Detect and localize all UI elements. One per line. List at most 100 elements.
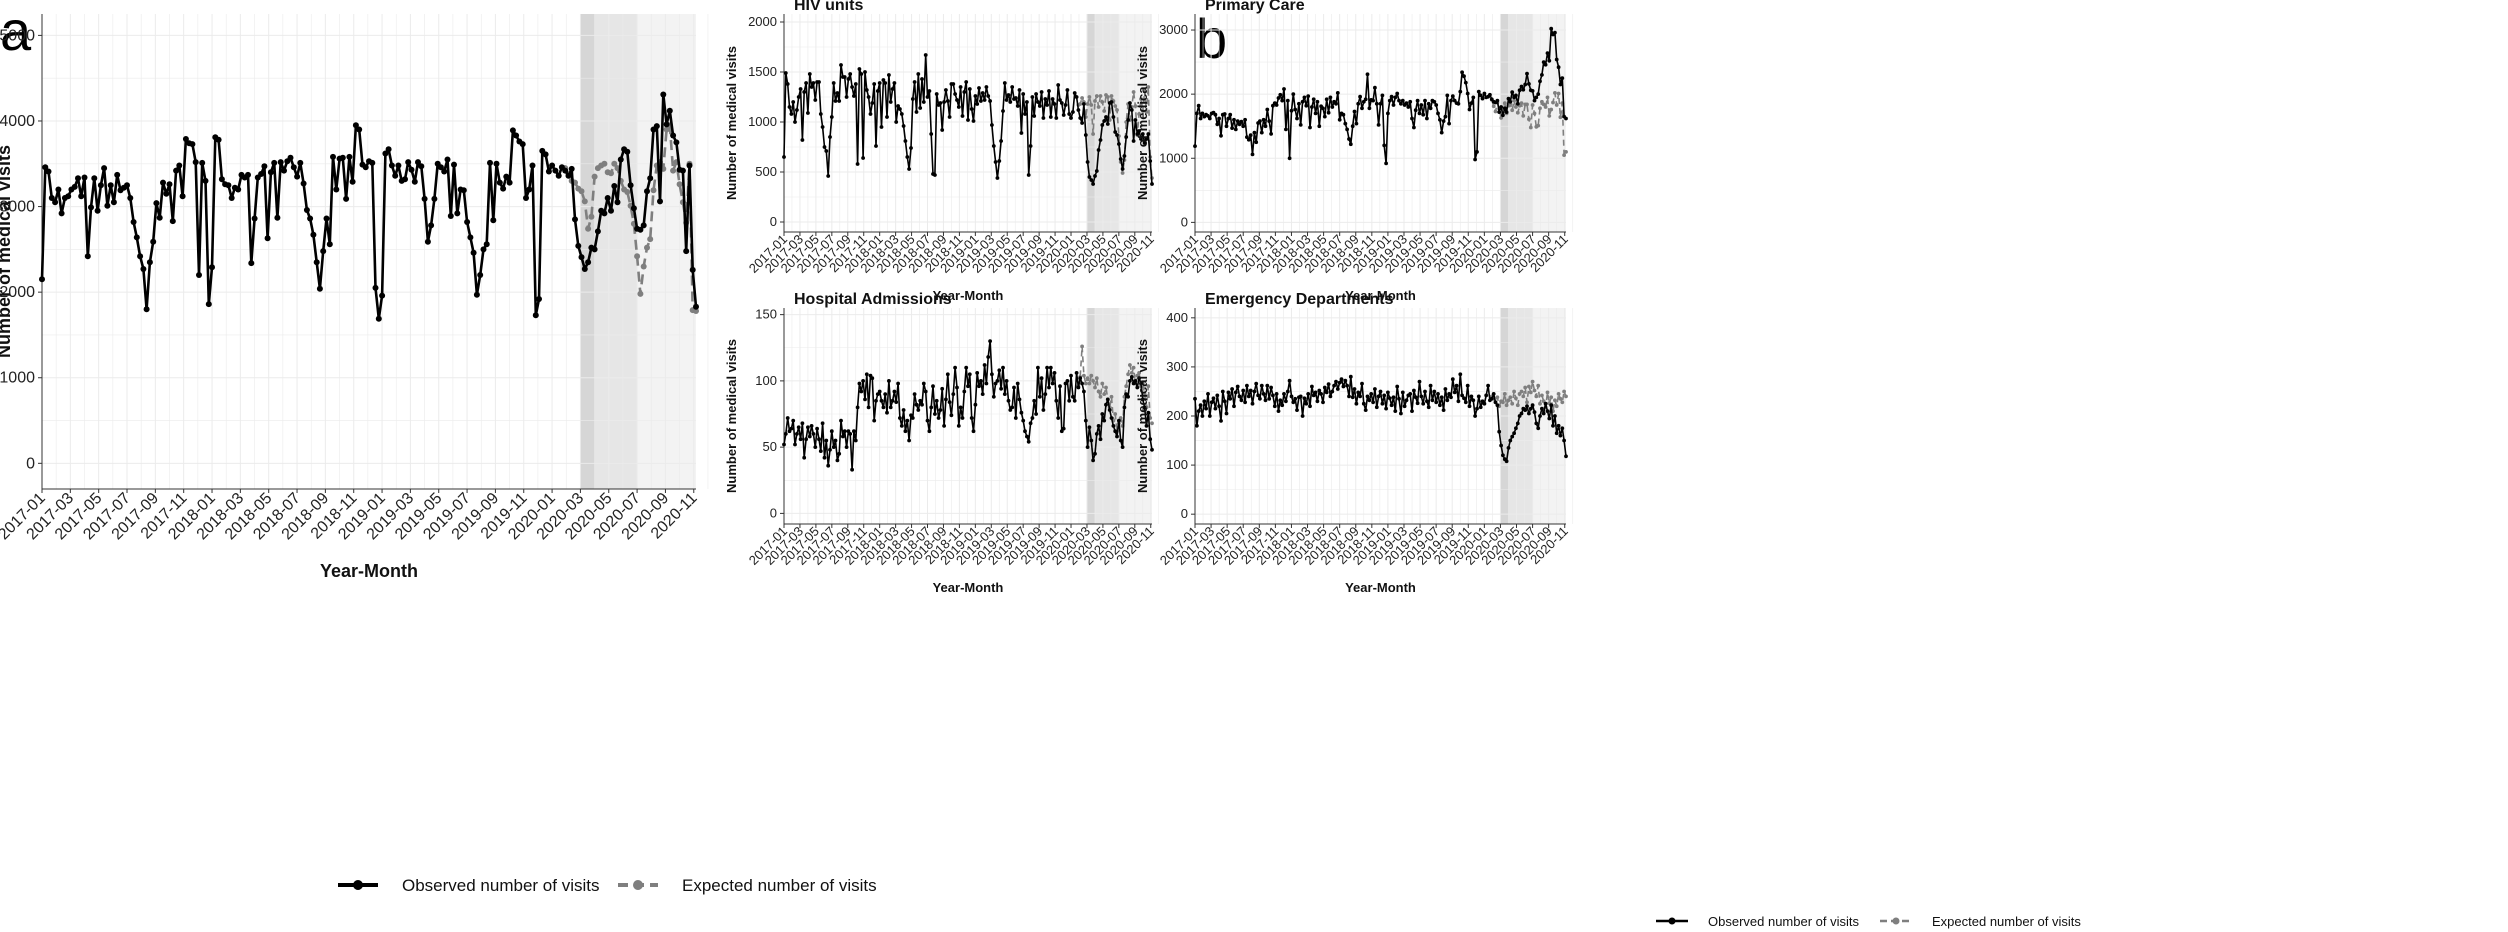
observed-series-point bbox=[1118, 157, 1123, 161]
observed-series-point bbox=[395, 162, 402, 169]
observed-series-point bbox=[1025, 100, 1029, 104]
observed-series-point bbox=[1109, 100, 1114, 104]
expected-series-point bbox=[1527, 384, 1531, 389]
shaded-period-light bbox=[1532, 14, 1566, 232]
observed-series-point bbox=[1354, 401, 1359, 406]
expected-series-point bbox=[1126, 372, 1130, 377]
observed-series-point bbox=[1350, 395, 1355, 400]
observed-series-point bbox=[1350, 124, 1355, 129]
observed-series-point bbox=[927, 89, 932, 93]
observed-series-point bbox=[693, 303, 699, 310]
observed-series-point bbox=[934, 398, 939, 403]
observed-series-point bbox=[1432, 99, 1437, 104]
y-tick-label: 4000 bbox=[0, 113, 35, 130]
observed-series-point bbox=[182, 136, 189, 142]
observed-series-point bbox=[1072, 91, 1077, 95]
observed-series-point bbox=[1371, 98, 1375, 103]
observed-series-point bbox=[951, 392, 956, 396]
expected-series-point bbox=[1082, 373, 1086, 378]
observed-series-point bbox=[1233, 127, 1238, 132]
expected-series-point bbox=[1115, 108, 1119, 112]
observed-series-point bbox=[48, 195, 55, 201]
observed-series-point bbox=[971, 119, 976, 123]
observed-series-point bbox=[1206, 392, 1210, 396]
expected-series-point bbox=[1562, 389, 1566, 394]
observed-series-point bbox=[1328, 394, 1333, 399]
expected-series-point bbox=[1083, 381, 1088, 386]
observed-series-point bbox=[153, 200, 160, 207]
expected-series-point bbox=[1558, 115, 1563, 120]
observed-series-point bbox=[1135, 385, 1140, 390]
chart-panel-hospital-admissions: 0501001502017-012017-032017-052017-07201… bbox=[724, 291, 1160, 595]
legend-observed-label-b: Observed number of visits bbox=[1708, 914, 1860, 929]
observed-series-point bbox=[1564, 116, 1568, 121]
expected-series-point bbox=[1140, 109, 1145, 113]
observed-series-point bbox=[997, 159, 1002, 163]
observed-series-point bbox=[1269, 385, 1273, 390]
observed-series-point bbox=[545, 168, 552, 175]
observed-series-point bbox=[929, 405, 934, 410]
observed-series-point bbox=[1514, 93, 1518, 98]
observed-series-point bbox=[1536, 92, 1541, 96]
observed-series-point bbox=[990, 123, 994, 127]
observed-series-point bbox=[1258, 396, 1262, 401]
observed-series-point bbox=[1478, 405, 1483, 410]
observed-series-point bbox=[75, 175, 81, 182]
observed-series-point bbox=[1452, 390, 1457, 395]
observed-series-point bbox=[1391, 103, 1396, 107]
observed-series-point bbox=[866, 95, 871, 99]
observed-series-point bbox=[552, 167, 559, 174]
observed-series-point bbox=[88, 204, 94, 211]
observed-series-point bbox=[1341, 384, 1346, 389]
observed-series-point bbox=[1463, 80, 1468, 85]
observed-series-point bbox=[1499, 443, 1503, 448]
observed-series-point bbox=[477, 272, 484, 278]
observed-series-point bbox=[1519, 84, 1524, 89]
legend-observed-label: Observed number of visits bbox=[402, 876, 599, 895]
observed-series-point bbox=[1465, 383, 1470, 388]
observed-series-point bbox=[1282, 392, 1286, 396]
observed-series-point bbox=[1285, 389, 1290, 394]
observed-series-point bbox=[326, 241, 333, 248]
observed-series-point bbox=[940, 386, 945, 391]
expected-series-point bbox=[1556, 91, 1561, 96]
observed-series-point bbox=[503, 173, 510, 180]
observed-series-point bbox=[864, 372, 869, 377]
expected-series-point bbox=[1133, 104, 1138, 108]
expected-series-point bbox=[1521, 114, 1526, 118]
chart-panel-primary-care: 01000200030002017-012017-032017-052017-0… bbox=[1135, 0, 1574, 303]
observed-series-point bbox=[1556, 423, 1561, 428]
expected-series-point bbox=[1078, 102, 1083, 106]
observed-series-point bbox=[953, 92, 957, 96]
observed-series-point bbox=[1456, 399, 1461, 404]
expected-series-point bbox=[1523, 385, 1528, 390]
observed-series-point bbox=[1406, 105, 1411, 109]
observed-series-point bbox=[1413, 395, 1418, 400]
observed-series-point bbox=[1023, 429, 1027, 434]
observed-series-point bbox=[1222, 112, 1227, 116]
observed-series-point bbox=[1002, 81, 1007, 85]
observed-series-point bbox=[857, 381, 862, 386]
observed-series-point bbox=[1085, 445, 1090, 449]
observed-series-point bbox=[1254, 140, 1259, 145]
observed-series-point bbox=[1358, 394, 1362, 399]
observed-series-point bbox=[848, 72, 853, 76]
observed-series-point bbox=[1525, 404, 1529, 409]
chart-panel-emergency-departments: 01002003004002017-012017-032017-052017-0… bbox=[1135, 291, 1574, 595]
observed-series-point bbox=[1328, 95, 1333, 100]
observed-series-point bbox=[1317, 388, 1322, 393]
facet-title: HIV units bbox=[794, 0, 863, 14]
observed-series-point bbox=[1447, 392, 1451, 396]
observed-series-point bbox=[509, 127, 516, 134]
expected-series-point bbox=[1525, 400, 1529, 405]
observed-series-point bbox=[209, 264, 215, 271]
observed-series-point bbox=[1078, 116, 1083, 120]
observed-series-point bbox=[1432, 389, 1437, 394]
observed-series-point bbox=[955, 385, 959, 390]
expected-series-point bbox=[1142, 392, 1147, 396]
observed-series-point bbox=[267, 169, 274, 176]
y-axis-title: Number of medical visits bbox=[0, 145, 14, 358]
expected-series-point bbox=[601, 160, 608, 167]
observed-series-point bbox=[1287, 156, 1292, 161]
observed-series-point bbox=[817, 437, 821, 442]
